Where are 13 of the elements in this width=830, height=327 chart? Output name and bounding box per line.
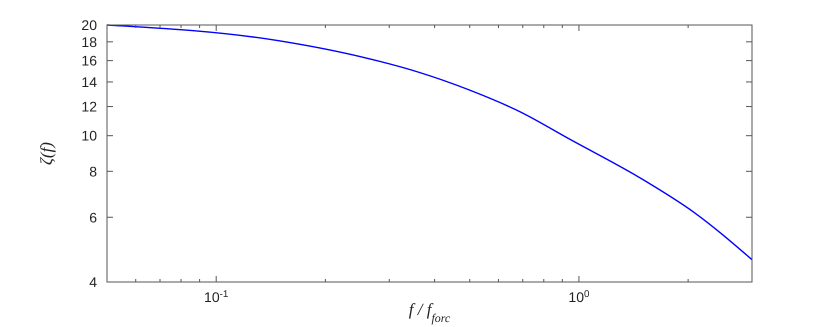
y-tick-label: 14 [81,74,98,90]
y-tick-label: 6 [89,209,98,226]
y-tick-label: 8 [89,163,98,180]
y-tick-label: 16 [81,52,98,69]
y-tick-label: 4 [89,274,98,290]
x-tick-label: 10$^{0}$ [568,288,590,305]
y-tick-label: 18 [81,34,98,50]
y-tick-label: 12 [81,98,98,115]
y-axis-title: ζ(f) [37,142,56,165]
y-tick-label: 20 [81,17,98,33]
x-tick-label: 10$^{-1}$ [204,288,228,305]
y-tick-label: 10 [81,128,98,144]
x-axis-title: f / f$_{forc}$ [408,300,451,325]
